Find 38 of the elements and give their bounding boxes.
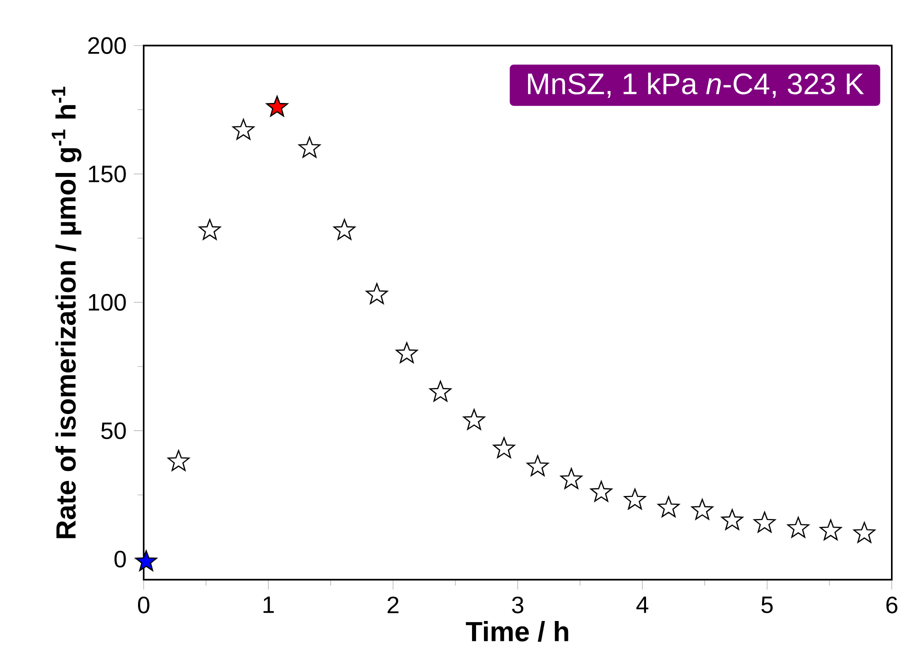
x-tick-label: 4 [636,596,648,613]
x-tick-label: 0 [138,596,150,614]
x-tick-label: 2 [388,596,398,614]
point [168,450,190,471]
point [787,516,810,538]
point [198,218,221,240]
point [232,118,254,140]
point [298,136,320,158]
point [396,342,418,364]
point [721,509,744,530]
y-tick-label: 100 [88,294,126,311]
y-tick-label: 150 [88,166,126,182]
point [754,512,776,533]
point [853,522,876,543]
point [820,519,842,540]
point [624,488,646,510]
y-tick-label: 0 [114,550,126,568]
point [590,480,612,502]
point [691,498,714,520]
x-axis-title: Time / h [466,621,568,642]
y-axis-title: Rate of isomerization / µmol g$^{-1}$ h$^{-1}$ [52,86,82,538]
point [560,468,582,489]
point [493,437,515,458]
point [333,218,356,240]
x-tick-label: 3 [512,596,524,614]
y-tick-label: 200 [88,37,126,54]
x-tick-label: 1 [264,596,274,613]
point [658,496,680,518]
point [526,455,549,476]
point [266,96,288,117]
y-tick-label: 50 [101,422,126,440]
point [429,380,452,402]
annotation: MnSZ, 1 kPa n-C4, 323 K [528,72,864,98]
point [366,283,388,304]
point [463,408,486,430]
x-tick-label: 5 [761,596,773,614]
point [135,550,158,572]
x-tick-label: 6 [886,596,898,614]
